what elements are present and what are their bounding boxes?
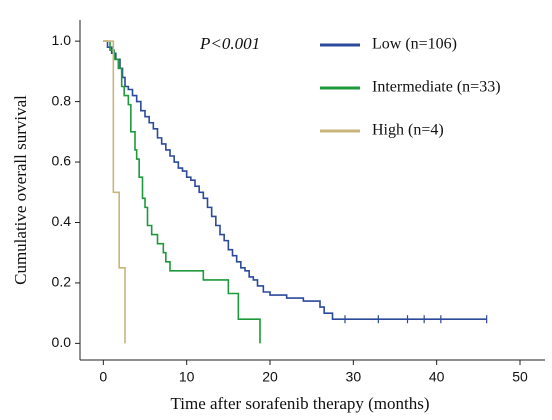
y-tick-label: 0.8 [52,92,72,108]
legend-label: Intermediate (n=33) [372,79,501,96]
x-tick-label: 20 [262,369,278,385]
x-tick-label: 40 [429,369,445,385]
y-tick-label: 0.4 [52,213,72,229]
legend-label: Low (n=106) [372,36,457,53]
survival-curve [103,40,126,344]
x-axis-label: Time after sorafenib therapy (months) [170,394,429,413]
x-tick-label: 10 [179,369,195,385]
p-value: P<0.001 [199,34,260,53]
legend-label: High (n=4) [372,122,444,139]
x-tick-label: 30 [346,369,362,385]
y-tick-label: 0.2 [52,274,72,290]
y-axis-label: Cumulative overall survival [11,95,30,285]
y-tick-label: 0.0 [52,334,72,350]
y-tick-label: 0.6 [52,153,72,169]
x-tick-label: 0 [99,369,107,385]
x-tick-label: 50 [512,369,528,385]
survival-curve [103,40,261,344]
y-tick-label: 1.0 [52,32,72,48]
survival-curve [103,40,487,320]
